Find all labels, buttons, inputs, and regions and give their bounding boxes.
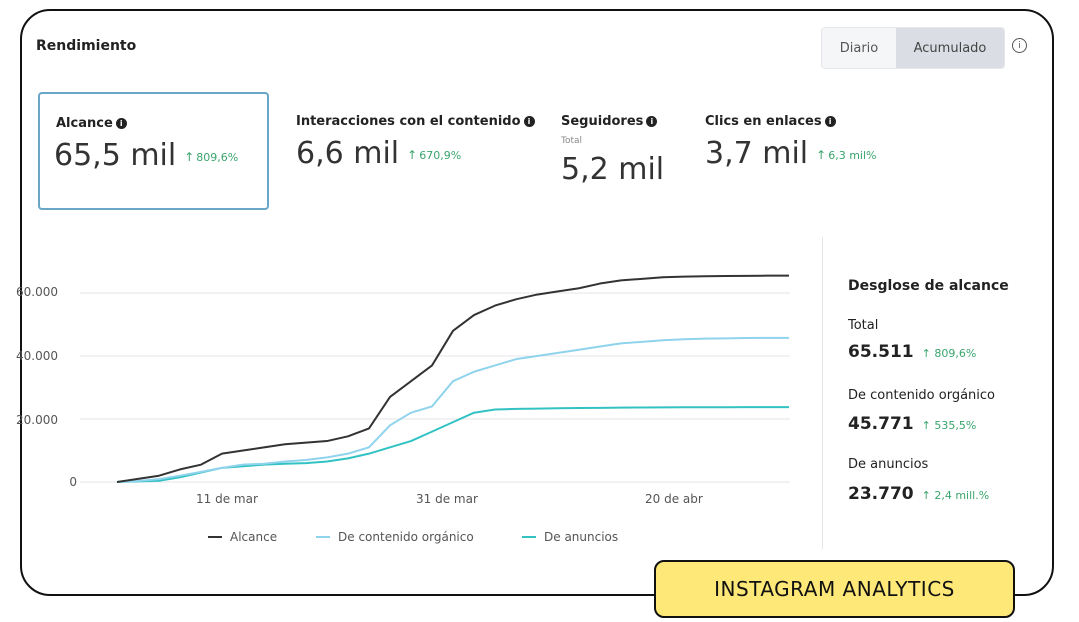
instagram-analytics-badge: INSTAGRAM ANALYTICS: [654, 560, 1015, 618]
metric-value: 5,2 mil: [561, 152, 665, 187]
breakdown-change: ↑ 535,5%: [921, 419, 977, 432]
page-title: Rendimiento: [36, 38, 137, 54]
series-line-alcance[interactable]: [116, 274, 790, 483]
y-tick-label: 40.000: [16, 349, 58, 363]
x-tick-label: 20 de abr: [645, 492, 703, 506]
info-icon[interactable]: i: [523, 116, 535, 127]
legend-item-alcance[interactable]: Alcance: [208, 530, 277, 544]
breakdown-value: 23.770 ↑ 2,4 mill.%: [848, 484, 990, 504]
breakdown-label: Total: [848, 318, 879, 333]
arrow-up-icon: ↑: [816, 148, 827, 162]
metric-change: ↑ 6,3 mil%: [816, 148, 877, 162]
metric-change: ↑ 670,9%: [407, 148, 462, 162]
metric-value: 65,5 mil ↑ 809,6%: [54, 138, 239, 173]
metric-sublabel: Total: [561, 136, 583, 146]
view-toggle[interactable]: Diario Acumulado: [821, 27, 1005, 69]
series-line-de-anuncios[interactable]: [116, 406, 790, 483]
breakdown-label: De anuncios: [848, 457, 929, 472]
metric-value: 6,6 mil ↑ 670,9%: [296, 136, 462, 171]
section-divider: [822, 237, 823, 549]
toggle-diario[interactable]: Diario: [822, 28, 896, 68]
info-icon[interactable]: i: [824, 116, 836, 127]
metric-value: 3,7 mil ↑ 6,3 mil%: [705, 136, 877, 171]
metric-label: Clics en enlaces i: [705, 114, 836, 129]
breakdown-label: De contenido orgánico: [848, 388, 996, 403]
x-tick-label: 11 de mar: [196, 492, 258, 506]
legend-item-anuncios[interactable]: De anuncios: [522, 530, 618, 544]
y-tick-label: 60.000: [16, 285, 58, 299]
metric-card-seguidores[interactable]: Seguidores i Total 5,2 mil: [561, 92, 681, 210]
metric-card-interacciones[interactable]: Interacciones con el contenido i 6,6 mil ↑…: [296, 92, 536, 210]
y-tick-label: 20.000: [16, 413, 58, 427]
info-icon[interactable]: i: [1012, 38, 1027, 53]
metric-card-clics[interactable]: Clics en enlaces i 3,7 mil ↑ 6,3 mil%: [705, 92, 895, 210]
series-line-de-contenido-org-nico[interactable]: [116, 336, 790, 483]
info-icon[interactable]: i: [115, 118, 127, 129]
breakdown-title: Desglose de alcance: [848, 278, 1009, 294]
x-tick-label: 31 de mar: [416, 492, 478, 506]
metric-card-alcance[interactable]: Alcance i 65,5 mil ↑ 809,6%: [38, 92, 269, 210]
breakdown-change: ↑ 2,4 mill.%: [921, 489, 990, 502]
metric-label: Alcance i: [56, 116, 127, 131]
metric-change: ↑ 809,6%: [184, 150, 239, 164]
info-icon[interactable]: i: [646, 116, 658, 127]
metric-label: Interacciones con el contenido i: [296, 114, 535, 129]
breakdown-value: 65.511 ↑ 809,6%: [848, 342, 977, 362]
breakdown-change: ↑ 809,6%: [921, 347, 977, 360]
metric-label: Seguidores i: [561, 114, 658, 129]
y-tick-label: 0: [69, 475, 77, 489]
arrow-up-icon: ↑: [407, 148, 418, 162]
breakdown-value: 45.771 ↑ 535,5%: [848, 414, 977, 434]
toggle-acumulado[interactable]: Acumulado: [896, 28, 1004, 68]
panel-frame: [20, 9, 1054, 596]
arrow-up-icon: ↑: [184, 150, 195, 164]
legend-item-organico[interactable]: De contenido orgánico: [316, 530, 474, 544]
